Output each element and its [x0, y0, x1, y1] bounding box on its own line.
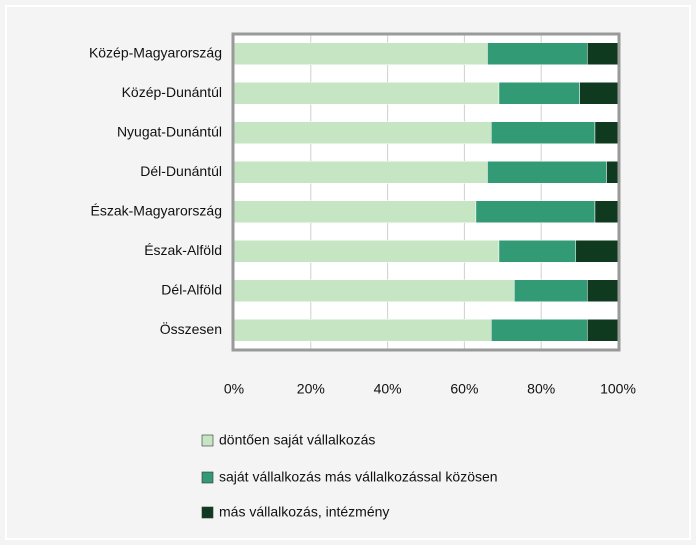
bar-segment	[233, 279, 515, 302]
legend-swatch	[201, 506, 214, 519]
frame	[5, 5, 691, 540]
bar-segment	[491, 121, 596, 144]
bar-segment	[491, 319, 588, 342]
bar-segment	[233, 200, 477, 223]
bar-segment	[487, 42, 588, 65]
x-tick-label: 100%	[600, 381, 636, 397]
plot-area	[233, 34, 619, 350]
bar-segment	[233, 121, 492, 144]
x-tick-label: 0%	[224, 381, 244, 397]
bar-segment	[498, 240, 577, 263]
bar-segment	[579, 82, 619, 105]
y-tick-label: Dél-Dunántúl	[140, 163, 222, 179]
x-tick-label: 40%	[374, 381, 402, 397]
x-tick-label: 20%	[297, 381, 325, 397]
bar-segment	[594, 200, 619, 223]
legend-swatch	[201, 434, 214, 447]
legend-label: más vállalkozás, intézmény	[219, 504, 389, 520]
y-tick-label: Dél-Alföld	[161, 281, 222, 297]
y-tick-label: Közép-Magyarország	[89, 44, 222, 60]
bar-segment	[587, 279, 619, 302]
x-tick-label: 60%	[450, 381, 478, 397]
bar-segment	[587, 42, 619, 65]
legend-label: döntően saját vállalkozás	[219, 432, 375, 448]
bar-segment	[233, 240, 500, 263]
bar-segment	[575, 240, 619, 263]
bar-segment	[487, 161, 607, 184]
x-tick-label: 80%	[527, 381, 555, 397]
bar-segment	[514, 279, 588, 302]
y-tick-label: Észak-Magyarország	[91, 202, 223, 218]
bar-segment	[233, 82, 500, 105]
legend-swatch	[201, 471, 214, 484]
bar-segment	[498, 82, 580, 105]
bar-segment	[587, 319, 619, 342]
bar-segment	[233, 319, 492, 342]
bar-segment	[606, 161, 619, 184]
y-tick-label: Észak-Alföld	[144, 242, 222, 258]
y-tick-label: Nyugat-Dunántúl	[117, 123, 222, 139]
plot-border	[231, 32, 621, 352]
bar-segment	[594, 121, 619, 144]
y-tick-label: Összesen	[160, 320, 222, 337]
legend-label: saját vállalkozás más vállalkozással köz…	[219, 469, 498, 485]
y-tick-label: Közép-Dunántúl	[122, 84, 222, 100]
bar-segment	[475, 200, 596, 223]
bar-segment	[233, 161, 488, 184]
bar-segment	[233, 42, 488, 65]
